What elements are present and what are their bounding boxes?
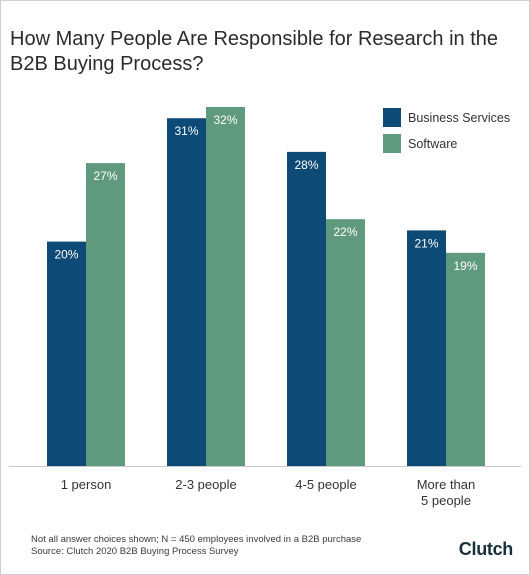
category-label: More than <box>417 477 476 492</box>
clutch-logo: Clutch <box>458 539 514 559</box>
data-label: 27% <box>93 169 117 183</box>
data-label: 19% <box>453 259 477 273</box>
bar-software-4-5-people <box>326 219 365 466</box>
legend-swatch-business-services <box>383 108 401 127</box>
bar-chart: 20% 27% 1 person 31% 32% 2-3 people 28% 22% 4-5 … <box>9 107 521 508</box>
data-label: 21% <box>414 236 438 250</box>
bar-business-services-2-3-people <box>167 118 206 466</box>
bar-software-more-than-5-people <box>446 252 485 466</box>
data-label: 22% <box>333 225 357 239</box>
category-label: 5 people <box>421 493 471 508</box>
legend-swatch-software <box>383 134 401 153</box>
bar-business-services-1-person <box>47 241 86 466</box>
category-label: 2-3 people <box>175 477 236 492</box>
bar-business-services-4-5-people <box>287 151 326 466</box>
bar-software-2-3-people <box>206 107 245 466</box>
category-label: 4-5 people <box>295 477 356 492</box>
bar-software-1-person <box>86 163 125 466</box>
data-label: 28% <box>294 158 318 172</box>
legend-label: Business Services <box>408 110 511 125</box>
bar-business-services-more-than-5-people <box>407 230 446 466</box>
chart-title: How Many People Are Responsible for Rese… <box>10 28 499 75</box>
legend-item-business-services: Business Services <box>383 108 510 127</box>
legend-label: Software <box>408 136 458 151</box>
footnote-note: Not all answer choices shown; N = 450 em… <box>31 534 362 545</box>
footnote-source: Source: Clutch 2020 B2B Buying Process S… <box>31 546 239 557</box>
legend-item-software: Software <box>383 134 510 153</box>
data-label: 20% <box>54 248 78 262</box>
data-label: 31% <box>174 124 198 138</box>
category-label: 1 person <box>61 477 112 492</box>
chart-legend: Business Services Software <box>383 108 510 160</box>
data-label: 32% <box>213 113 237 127</box>
footnote: Not all answer choices shown; N = 450 em… <box>31 534 361 558</box>
